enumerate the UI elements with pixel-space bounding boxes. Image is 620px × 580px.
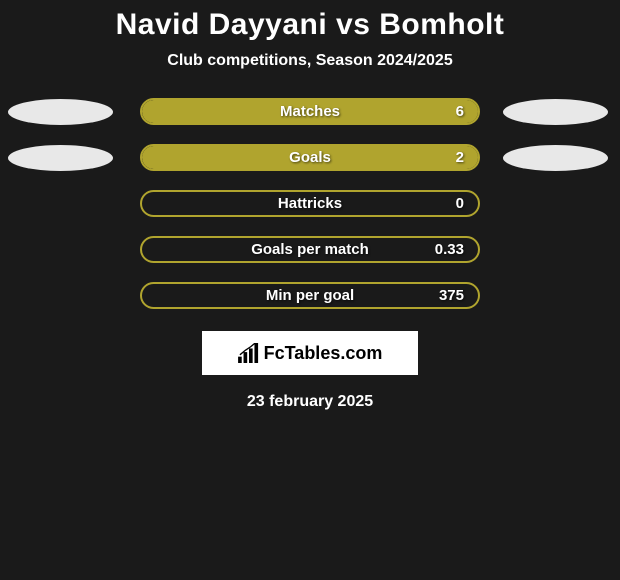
- stat-bar: Min per goal 375: [140, 282, 480, 309]
- date-text: 23 february 2025: [247, 393, 373, 411]
- player-oval-left: [8, 145, 113, 171]
- stat-value: 2: [456, 149, 464, 166]
- stat-label: Goals: [289, 149, 331, 166]
- stat-value: 0: [456, 195, 464, 212]
- stat-bar: Hattricks 0: [140, 190, 480, 217]
- stat-label: Matches: [280, 103, 340, 120]
- subtitle: Club competitions, Season 2024/2025: [167, 52, 452, 70]
- stat-row: Goals per match 0.33: [0, 236, 620, 263]
- stat-label: Goals per match: [251, 241, 369, 258]
- stat-label: Hattricks: [278, 195, 342, 212]
- stat-label: Min per goal: [266, 287, 354, 304]
- stat-bar: Goals per match 0.33: [140, 236, 480, 263]
- stat-row: Matches 6: [0, 98, 620, 125]
- chart-icon: [238, 343, 260, 363]
- stat-bar: Matches 6: [140, 98, 480, 125]
- stat-value: 375: [439, 287, 464, 304]
- stat-row: Min per goal 375: [0, 282, 620, 309]
- logo-text: FcTables.com: [264, 343, 383, 364]
- stat-value: 6: [456, 103, 464, 120]
- stat-bar: Goals 2: [140, 144, 480, 171]
- page-title: Navid Dayyani vs Bomholt: [116, 8, 505, 42]
- player-oval-right: [503, 99, 608, 125]
- stat-value: 0.33: [435, 241, 464, 258]
- logo-box[interactable]: FcTables.com: [202, 331, 418, 375]
- player-oval-left: [8, 99, 113, 125]
- stat-row: Hattricks 0: [0, 190, 620, 217]
- stat-row: Goals 2: [0, 144, 620, 171]
- player-oval-right: [503, 145, 608, 171]
- stats-list: Matches 6 Goals 2 Hattricks 0 Goals per match 0…: [0, 98, 620, 309]
